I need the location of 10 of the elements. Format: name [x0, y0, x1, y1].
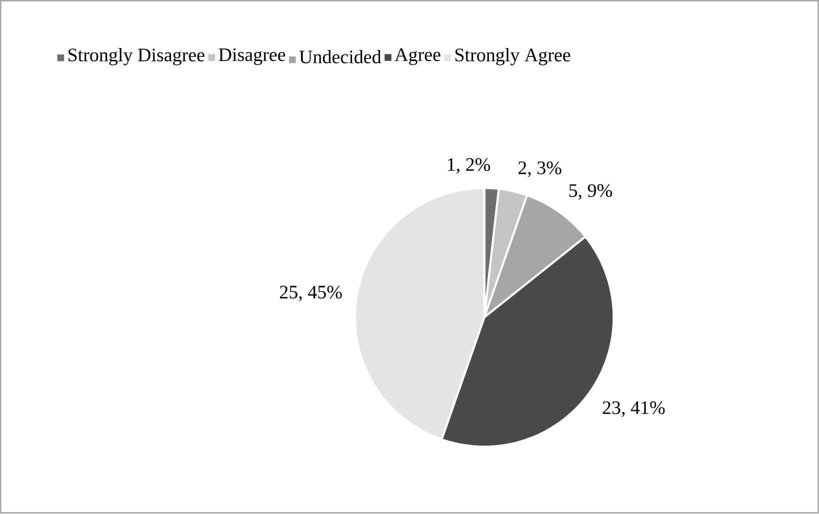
legend-label: Disagree [218, 48, 286, 66]
legend-label: Undecided [299, 50, 382, 64]
legend-label: Strongly Agree [455, 48, 570, 66]
data-label: 1, 2% [448, 158, 490, 174]
data-label: 25, 45% [280, 286, 342, 302]
data-label: 2, 3% [518, 162, 562, 178]
data-label: 23, 41% [602, 402, 665, 418]
legend-label: Strongly Disagree [68, 48, 204, 66]
legend-label: Agree [394, 48, 440, 66]
data-label: 5, 9% [569, 184, 612, 200]
